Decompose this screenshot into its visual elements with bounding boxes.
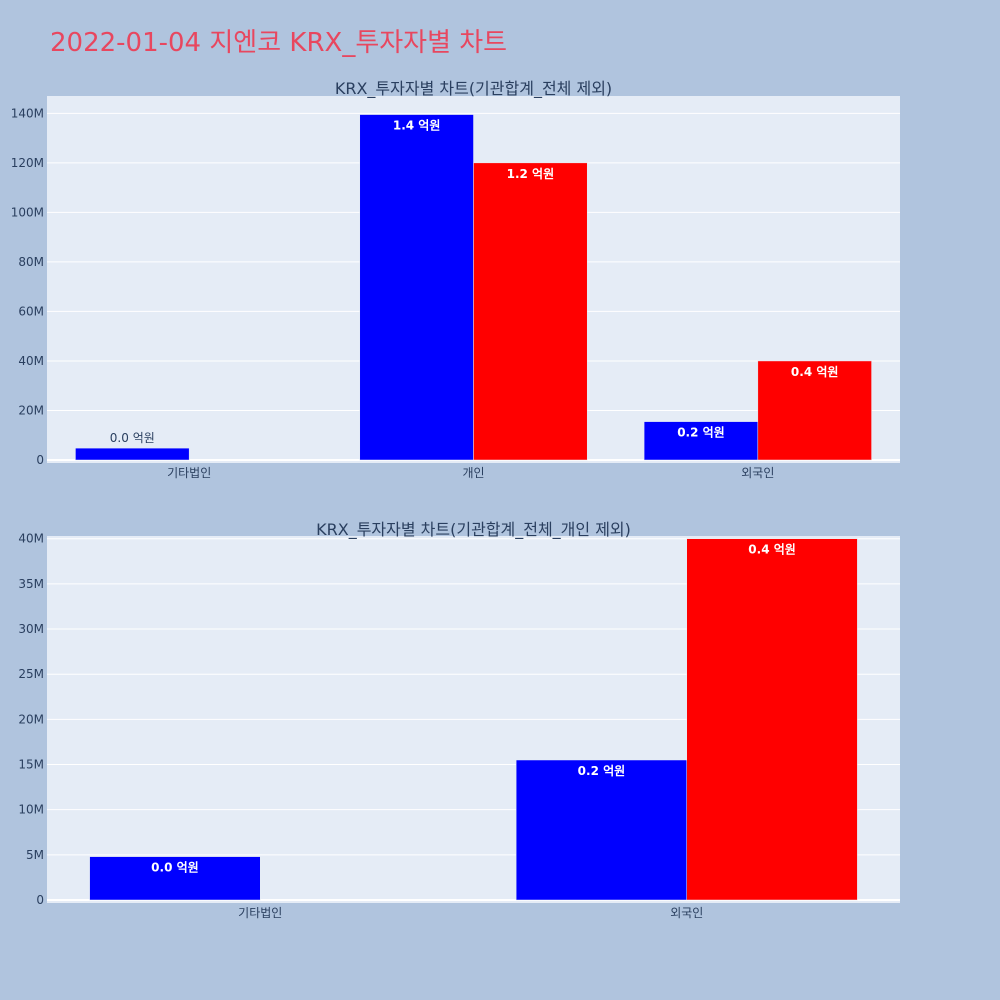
bar-value-label: 0.4 억원 — [748, 543, 796, 557]
y-tick-label: 30M — [18, 622, 44, 636]
bar-value-label: 0.2 억원 — [578, 764, 626, 778]
bar — [473, 162, 588, 461]
bar — [686, 538, 858, 901]
bar-value-label: 0.0 억원 — [151, 861, 199, 875]
page-title: 2022-01-04 지엔코 KRX_투자자별 차트 — [50, 28, 508, 58]
y-tick-label: 120M — [11, 156, 44, 170]
y-tick-label: 100M — [11, 205, 44, 219]
bar — [757, 360, 872, 461]
subplot-title: KRX_투자자별 차트(기관합계_전체_개인 제외) — [316, 520, 631, 540]
bar-value-label: 1.4 억원 — [393, 119, 441, 133]
bar — [515, 759, 688, 901]
bar-value-label: 0.2 억원 — [677, 426, 725, 440]
y-tick-label: 0 — [36, 453, 44, 467]
x-tick-label: 외국인 — [670, 906, 703, 920]
y-tick-label: 5M — [26, 848, 44, 862]
y-tick-label: 10M — [18, 803, 44, 817]
bar-value-label: 0.0 억원 — [110, 431, 155, 445]
x-tick-label: 기타법인 — [167, 466, 211, 480]
y-tick-label: 25M — [18, 667, 44, 681]
bar — [75, 447, 190, 461]
bar-value-label: 0.4 억원 — [791, 365, 839, 379]
y-tick-label: 60M — [18, 304, 44, 318]
y-tick-label: 15M — [18, 758, 44, 772]
bar — [359, 114, 474, 461]
y-tick-label: 0 — [36, 893, 44, 907]
bar-value-label: 1.2 억원 — [507, 167, 555, 181]
y-tick-label: 40M — [18, 532, 44, 546]
y-tick-label: 40M — [18, 354, 44, 368]
y-tick-label: 20M — [18, 712, 44, 726]
y-tick-label: 140M — [11, 106, 44, 120]
subplot-title: KRX_투자자별 차트(기관합계_전체 제외) — [335, 79, 612, 99]
x-tick-label: 기타법인 — [238, 906, 282, 920]
y-tick-label: 35M — [18, 577, 44, 591]
y-tick-label: 20M — [18, 403, 44, 417]
bar — [89, 856, 261, 901]
x-tick-label: 외국인 — [741, 466, 774, 480]
y-tick-label: 80M — [18, 255, 44, 269]
x-tick-label: 개인 — [462, 466, 484, 480]
